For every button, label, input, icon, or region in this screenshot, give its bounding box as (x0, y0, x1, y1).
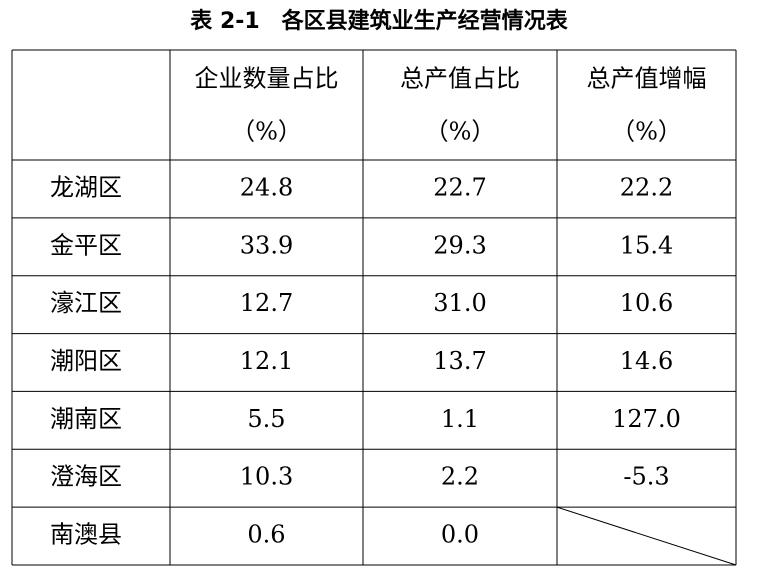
table-cell: 12.1 (240, 347, 293, 375)
row-label: 龙湖区 (50, 173, 122, 201)
table-title: 表 2-1 各区县建筑业生产经营情况表 (190, 8, 568, 34)
table-cell: 14.6 (620, 347, 673, 375)
table-cell: 0.0 (441, 521, 479, 549)
row-label: 潮阳区 (50, 347, 122, 375)
table-cell: 127.0 (612, 405, 681, 433)
column-header: 总产值增幅 (587, 65, 707, 93)
table-cell: 0.6 (247, 521, 285, 549)
row-label: 潮南区 (50, 405, 122, 433)
table-cell: 1.1 (441, 405, 479, 433)
column-unit: （%） (611, 118, 682, 146)
empty-cell-slash (556, 506, 737, 566)
row-label: 金平区 (50, 231, 122, 259)
table-cell: 33.9 (240, 231, 293, 259)
column-header: 总产值占比 (400, 65, 520, 93)
table-cell: 22.2 (620, 173, 673, 201)
table-cell: 29.3 (433, 231, 486, 259)
table-cell: 13.7 (433, 347, 486, 375)
table-cell: 22.7 (433, 173, 486, 201)
column-unit: （%） (425, 118, 496, 146)
table-cell: -5.3 (623, 463, 669, 491)
table-cell: 31.0 (433, 289, 486, 317)
row-label: 澄海区 (50, 463, 122, 491)
row-label: 南澳县 (50, 521, 122, 549)
table-cell: 10.3 (240, 463, 293, 491)
row-label: 濠江区 (50, 289, 122, 317)
table-cell: 10.6 (620, 289, 673, 317)
table-cell: 15.4 (620, 231, 673, 259)
table-cell: 2.2 (441, 463, 479, 491)
column-unit: （%） (231, 118, 302, 146)
column-header: 企业数量占比 (195, 65, 339, 93)
table-cell: 5.5 (247, 405, 285, 433)
table-cell: 12.7 (240, 289, 293, 317)
table-cell: 24.8 (240, 173, 293, 201)
